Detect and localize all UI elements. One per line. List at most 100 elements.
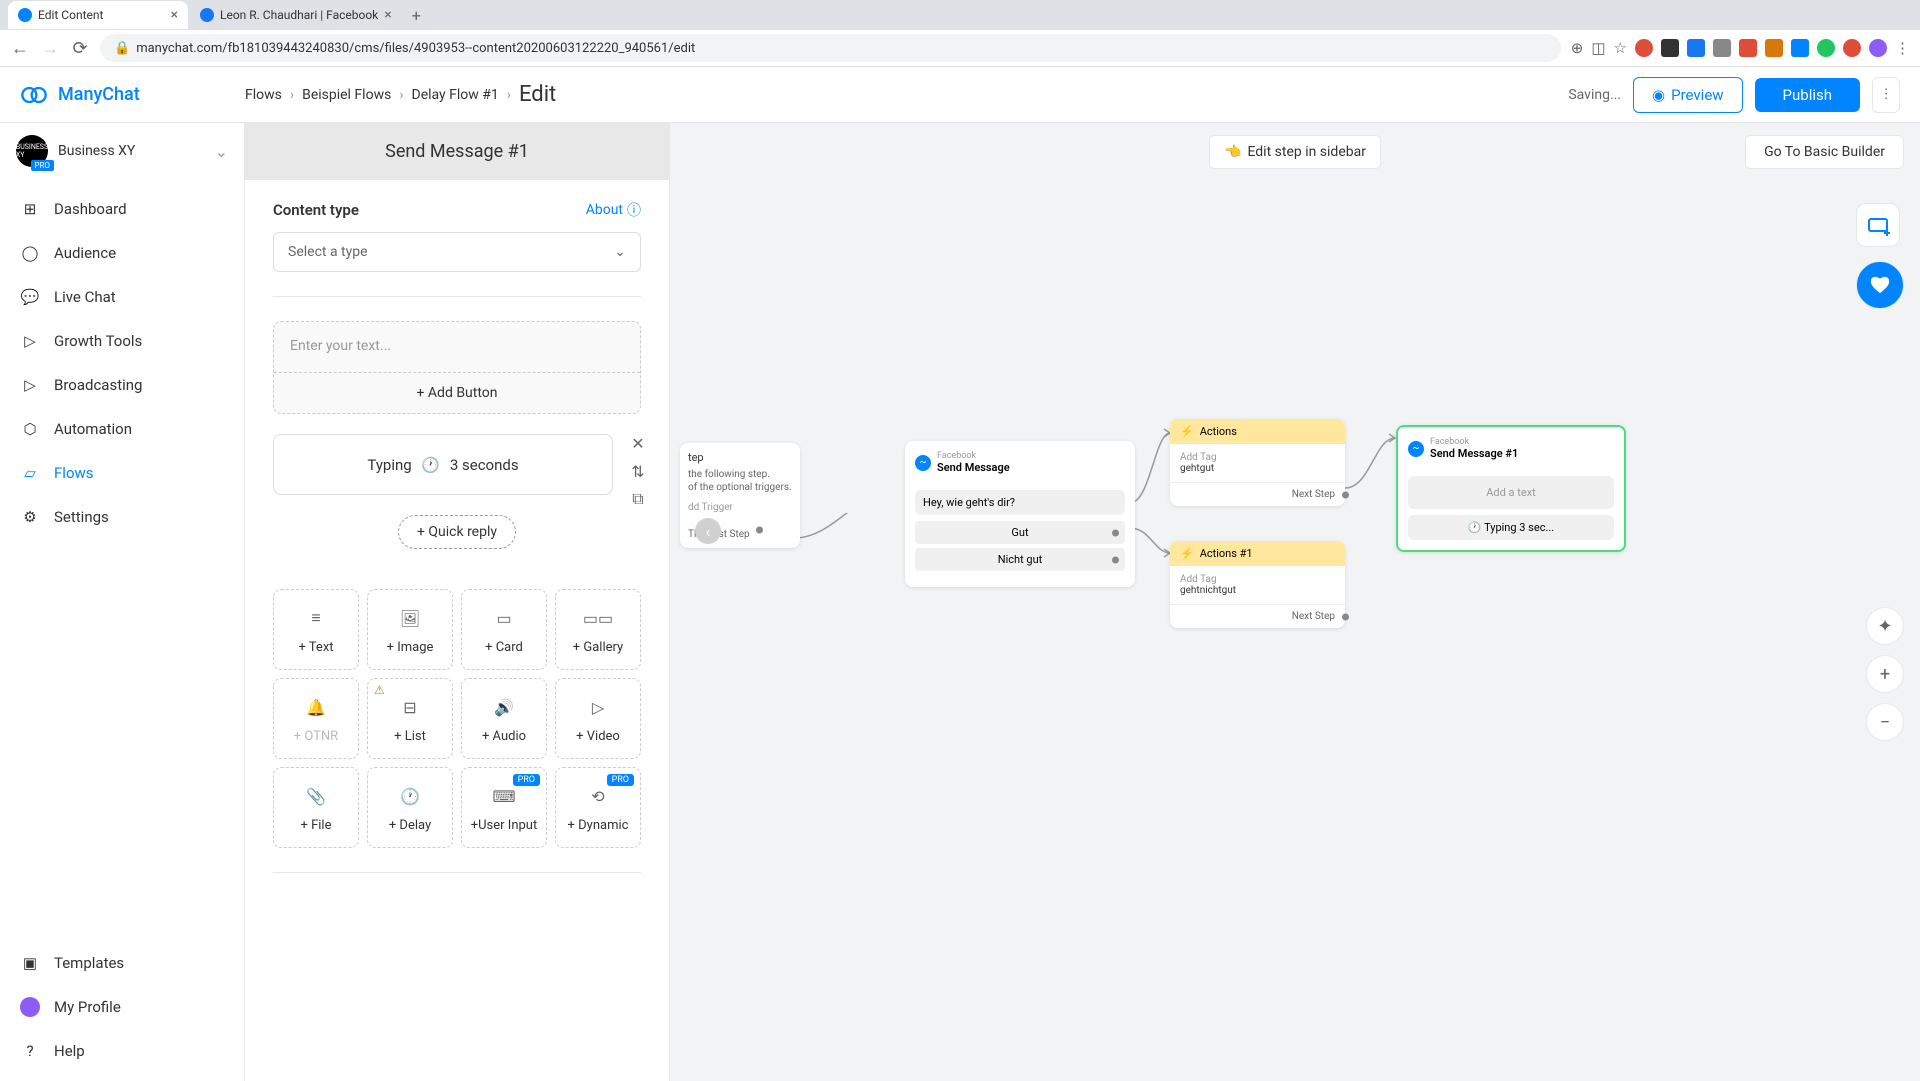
extension-icon[interactable] [1817,39,1835,57]
quick-reply-button[interactable]: + Quick reply [398,515,516,549]
translate-icon[interactable]: ⊕ [1571,39,1584,57]
info-icon: ⓘ [627,200,641,220]
connector-dot[interactable] [1342,613,1349,620]
node-platform: Facebook [937,451,1010,461]
breadcrumb-item[interactable]: Delay Flow #1 [412,87,499,103]
flow-node-actions-1[interactable]: ⚡Actions #1 Add Tag gehtnichtgut Next St… [1170,541,1345,628]
next-step[interactable]: Next Step [1170,482,1345,506]
breadcrumb-item[interactable]: Beispiel Flows [302,87,391,103]
content-type-label: Content type [273,201,359,219]
nav-label: Live Chat [54,288,116,306]
extension-icon[interactable] [1791,39,1809,57]
extension-icon[interactable] [1843,39,1861,57]
text-input[interactable]: Enter your text... [274,322,640,372]
close-icon[interactable]: ✕ [629,434,647,452]
extension-icon[interactable] [1765,39,1783,57]
back-icon[interactable]: ← [10,38,30,59]
audio-icon: 🔊 [468,693,540,721]
nav-growth-tools[interactable]: ▷Growth Tools [0,319,244,363]
block-gallery[interactable]: ▭▭+ Gallery [555,589,641,670]
nav-audience[interactable]: ◯Audience [0,231,244,275]
chat-icon: 💬 [20,287,40,307]
add-card-button[interactable] [1856,203,1900,247]
collapse-button[interactable]: ‹ [695,518,721,544]
preview-button[interactable]: ◉ Preview [1633,77,1743,113]
pointing-hand-icon: 👈 [1224,144,1241,160]
edit-step-toolbar[interactable]: 👈 Edit step in sidebar [1209,135,1381,169]
user-icon: ◯ [20,243,40,263]
nav-settings[interactable]: ⚙Settings [0,495,244,539]
nav-help[interactable]: ?Help [0,1029,244,1073]
close-icon[interactable]: × [384,7,391,23]
star-icon[interactable]: ☆ [1614,39,1627,57]
message-option[interactable]: Nicht gut [915,548,1125,571]
nav-live-chat[interactable]: 💬 Live Chat [0,275,244,319]
nav-templates[interactable]: ▣Templates [0,941,244,985]
extension-icon[interactable] [1661,39,1679,57]
reload-icon[interactable]: ⟳ [70,38,90,59]
url-input[interactable]: 🔒 manychat.com/fb181039443240830/cms/fil… [100,34,1561,62]
block-user-input[interactable]: PRO⌨+User Input [461,767,547,848]
forward-icon[interactable]: → [40,38,60,59]
move-icon[interactable]: ⇅ [629,462,647,480]
nav-broadcasting[interactable]: ▷Broadcasting [0,363,244,407]
block-image[interactable]: 🖼+ Image [367,589,453,670]
flow-node-send-message[interactable]: ~ Facebook Send Message Hey, wie geht's … [905,441,1135,587]
publish-button[interactable]: Publish [1755,78,1860,112]
logo[interactable]: ManyChat [20,81,245,109]
new-tab-button[interactable]: + [404,6,429,25]
header-actions: Saving... ◉ Preview Publish ⋮ [1568,77,1900,113]
about-link[interactable]: About ⓘ [586,200,641,220]
connector-dot[interactable] [1112,556,1119,563]
add-text-placeholder[interactable]: Add a text [1408,476,1614,509]
block-audio[interactable]: 🔊+ Audio [461,678,547,759]
tab-title: Edit Content [38,8,103,22]
extension-icon[interactable]: ◫ [1591,39,1605,57]
extension-icon[interactable] [1713,39,1731,57]
nav-dashboard[interactable]: ⊞Dashboard [0,187,244,231]
divider [273,872,641,873]
block-card[interactable]: ▭+ Card [461,589,547,670]
content-type-select[interactable]: Select a type ⌄ [273,232,641,272]
more-button[interactable]: ⋮ [1872,77,1900,113]
menu-icon[interactable]: ⋮ [1895,39,1910,57]
goto-basic-button[interactable]: Go To Basic Builder [1745,135,1904,169]
message-option[interactable]: Gut [915,521,1125,544]
typing-block[interactable]: Typing 🕐 3 seconds [273,434,613,495]
browser-tab[interactable]: Leon R. Chaudhari | Facebook × [190,1,402,29]
block-delay[interactable]: 🕐+ Delay [367,767,453,848]
close-icon[interactable]: × [171,7,178,23]
extension-icon[interactable] [1687,39,1705,57]
canvas[interactable]: 👈 Edit step in sidebar Go To Basic Build… [670,123,1920,1081]
duplicate-icon[interactable]: ⧉ [629,490,647,508]
breadcrumb-item[interactable]: Flows [245,87,282,103]
action-label: Add Tag [1180,574,1335,585]
heart-button[interactable] [1856,261,1904,309]
add-button[interactable]: + Add Button [274,372,640,413]
browser-tab-active[interactable]: Edit Content × [8,1,188,29]
magic-button[interactable]: ✦ [1866,607,1904,645]
extension-icon[interactable] [1739,39,1757,57]
flow-node-actions[interactable]: ⚡Actions Add Tag gehtgut Next Step [1170,419,1345,506]
zoom-out-button[interactable]: − [1866,703,1904,741]
gallery-icon: ▭▭ [562,604,634,632]
nav-automation[interactable]: ⬡Automation [0,407,244,451]
block-otnr[interactable]: 🔔+ OTNR [273,678,359,759]
next-step[interactable]: Next Step [1170,604,1345,628]
block-text[interactable]: ≡+ Text [273,589,359,670]
nav-flows[interactable]: ▱Flows [0,451,244,495]
workspace-selector[interactable]: BUSINESS XY PRO Business XY ⌄ [0,123,244,179]
flow-node-send-message-1[interactable]: ~ Facebook Send Message #1 Add a text 🕐 … [1396,425,1626,552]
connector-dot[interactable] [1112,529,1119,536]
nav-my-profile[interactable]: My Profile [0,985,244,1029]
avatar-icon[interactable] [1869,39,1887,57]
connector-dot[interactable] [1342,491,1349,498]
block-video[interactable]: ▷+ Video [555,678,641,759]
zoom-in-button[interactable]: + [1866,655,1904,693]
trigger-add[interactable]: dd Trigger [688,502,792,513]
extension-icon[interactable] [1635,39,1653,57]
connector-dot[interactable] [756,527,763,534]
block-file[interactable]: 📎+ File [273,767,359,848]
block-dynamic[interactable]: PRO⟲+ Dynamic [555,767,641,848]
block-list[interactable]: ⚠⊟+ List [367,678,453,759]
